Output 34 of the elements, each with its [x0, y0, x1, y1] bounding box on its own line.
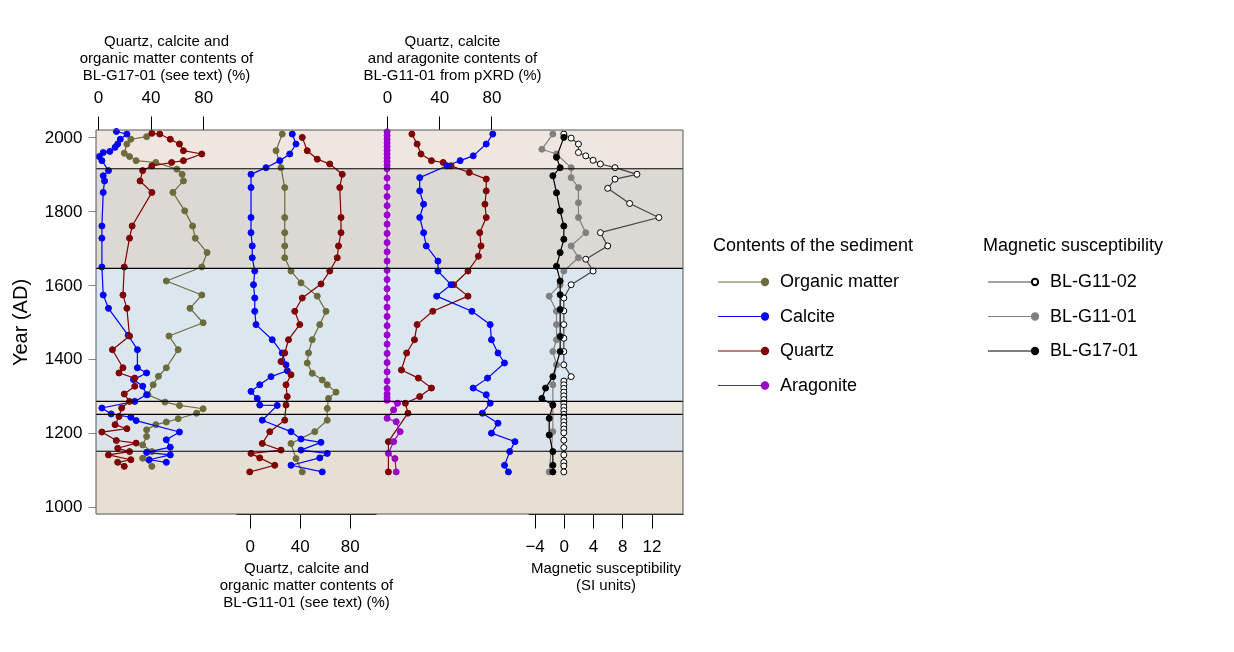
legend-label: BL-G11-02 — [1050, 271, 1137, 291]
x-axis-title: Magnetic susceptibility (SI units) — [530, 558, 682, 593]
y-tick-label: 1600 — [44, 275, 83, 295]
x-tick-label: 0 — [93, 87, 104, 107]
legend-label: BL-G17-01 — [1050, 340, 1139, 360]
x-axis-title: Quartz, calcite and aragonite contents of BL-G11-01 from pXRD (%) — [363, 31, 542, 83]
x-tick-label: 40 — [290, 536, 310, 556]
y-axis-title: Year (AD) — [8, 278, 31, 367]
legend-label: Organic matter — [780, 271, 900, 291]
legend-label: Calcite — [780, 305, 836, 326]
legend-label: Quartz — [780, 340, 835, 360]
x-tick-label: 80 — [340, 536, 360, 556]
x-tick-label: 12 — [642, 536, 662, 556]
x-tick-label: −4 — [525, 536, 545, 556]
x-tick-label: 0 — [382, 87, 393, 107]
x-tick-label: 40 — [141, 87, 161, 107]
legend-title: Magnetic susceptibility — [983, 235, 1164, 255]
legend-label: Aragonite — [780, 374, 858, 395]
x-axis-title: Quartz, calcite and organic matter contents of BL-G17-01 (see text) (%) — [79, 31, 255, 83]
y-tick-label: 1200 — [44, 423, 83, 443]
x-tick-label: 80 — [194, 87, 214, 107]
y-tick-label: 1000 — [44, 497, 83, 517]
legend-title: Contents of the sediment — [713, 235, 914, 255]
x-axis-title: Quartz, calcite and organic matter contents of BL-G11-01 (see text) (%) — [219, 558, 395, 610]
y-tick-label: 1400 — [44, 349, 83, 369]
y-tick-label: 2000 — [44, 127, 83, 147]
x-tick-label: 80 — [482, 87, 502, 107]
x-tick-label: 40 — [430, 87, 450, 107]
x-tick-label: 0 — [245, 536, 255, 556]
x-tick-label: 4 — [588, 536, 599, 556]
legend-label: BL-G11-01 — [1050, 305, 1137, 326]
y-tick-label: 1800 — [44, 201, 83, 221]
x-tick-label: 8 — [618, 536, 628, 556]
x-tick-label: 0 — [559, 536, 570, 556]
